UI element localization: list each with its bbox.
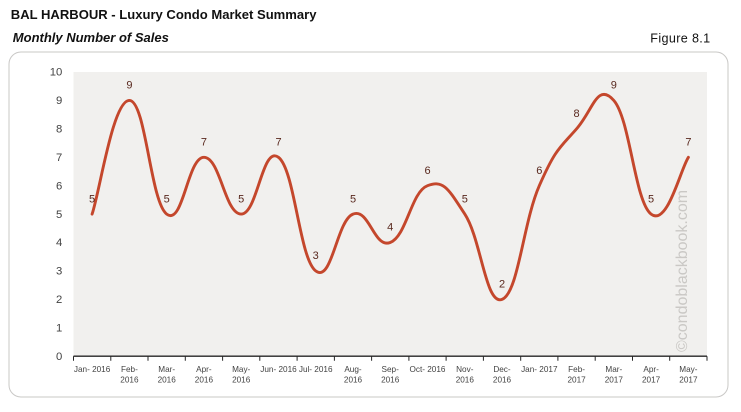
svg-text:4: 4 <box>387 222 393 234</box>
svg-text:8: 8 <box>56 124 62 136</box>
svg-text:Aug-: Aug- <box>344 365 362 374</box>
svg-text:1: 1 <box>56 323 62 335</box>
svg-text:6: 6 <box>424 165 430 177</box>
svg-text:2016: 2016 <box>195 375 214 384</box>
svg-text:2016: 2016 <box>120 375 139 384</box>
svg-text:2016: 2016 <box>381 375 400 384</box>
svg-text:7: 7 <box>56 152 62 164</box>
svg-text:5: 5 <box>350 193 356 205</box>
svg-text:9: 9 <box>611 80 617 92</box>
svg-text:2017: 2017 <box>642 375 661 384</box>
svg-text:5: 5 <box>238 193 244 205</box>
svg-text:10: 10 <box>50 67 63 79</box>
svg-text:4: 4 <box>56 237 62 249</box>
svg-text:9: 9 <box>126 80 132 92</box>
svg-text:7: 7 <box>201 137 207 149</box>
svg-text:2016: 2016 <box>456 375 475 384</box>
svg-text:BAL HARBOUR - Luxury Condo Mar: BAL HARBOUR - Luxury Condo Market Summar… <box>11 7 317 22</box>
svg-text:Nov-: Nov- <box>456 365 474 374</box>
svg-text:2016: 2016 <box>493 375 512 384</box>
svg-text:Jun- 2016: Jun- 2016 <box>260 365 297 374</box>
svg-text:2016: 2016 <box>344 375 363 384</box>
svg-text:7: 7 <box>275 137 281 149</box>
svg-text:2016: 2016 <box>232 375 251 384</box>
svg-text:5: 5 <box>89 193 95 205</box>
svg-text:6: 6 <box>56 180 62 192</box>
svg-text:6: 6 <box>536 165 542 177</box>
svg-text:3: 3 <box>56 266 62 278</box>
svg-text:Apr-: Apr- <box>643 365 659 374</box>
svg-text:©condoblackbook.com: ©condoblackbook.com <box>674 190 691 352</box>
svg-text:2016: 2016 <box>158 375 177 384</box>
svg-text:Mar-: Mar- <box>158 365 175 374</box>
svg-text:May-: May- <box>232 365 250 374</box>
svg-text:Sep-: Sep- <box>382 365 400 374</box>
svg-text:Feb-: Feb- <box>121 365 138 374</box>
svg-text:Monthly Number of Sales: Monthly Number of Sales <box>13 30 169 45</box>
svg-text:Jul- 2016: Jul- 2016 <box>299 365 333 374</box>
svg-text:5: 5 <box>164 193 170 205</box>
svg-text:2017: 2017 <box>679 375 698 384</box>
svg-text:9: 9 <box>56 95 62 107</box>
svg-text:May-: May- <box>679 365 697 374</box>
svg-text:2017: 2017 <box>567 375 586 384</box>
svg-text:2017: 2017 <box>605 375 624 384</box>
svg-text:0: 0 <box>56 351 62 363</box>
svg-text:Jan- 2017: Jan- 2017 <box>521 365 558 374</box>
svg-text:Dec-: Dec- <box>493 365 511 374</box>
svg-text:5: 5 <box>56 209 62 221</box>
svg-text:8: 8 <box>574 108 580 120</box>
svg-text:Feb-: Feb- <box>568 365 585 374</box>
svg-text:7: 7 <box>685 137 691 149</box>
svg-text:2: 2 <box>499 279 505 291</box>
svg-text:Apr-: Apr- <box>196 365 212 374</box>
svg-text:Oct- 2016: Oct- 2016 <box>410 365 446 374</box>
svg-text:Figure 8.1: Figure 8.1 <box>650 32 710 46</box>
svg-text:Mar-: Mar- <box>605 365 622 374</box>
svg-text:3: 3 <box>313 250 319 262</box>
svg-text:2: 2 <box>56 294 62 306</box>
svg-text:5: 5 <box>462 193 468 205</box>
svg-text:5: 5 <box>648 193 654 205</box>
svg-text:Jan- 2016: Jan- 2016 <box>74 365 111 374</box>
